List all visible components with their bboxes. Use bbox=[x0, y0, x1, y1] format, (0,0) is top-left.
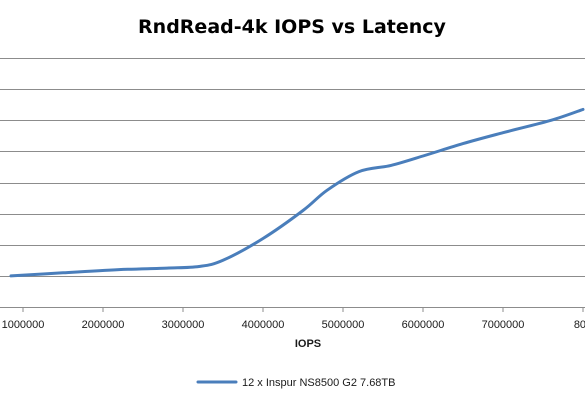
x-tick-label: 5000000 bbox=[322, 319, 365, 331]
legend-entry: 12 x Inspur NS8500 G2 7.68TB bbox=[242, 377, 395, 389]
x-tick-label: 7000000 bbox=[482, 319, 525, 331]
x-tick-label: 1000000 bbox=[2, 319, 45, 331]
x-tick-label: 800 bbox=[574, 319, 585, 331]
x-tick-label: 6000000 bbox=[402, 319, 445, 331]
x-tick-label: 4000000 bbox=[242, 319, 285, 331]
chart-axis bbox=[0, 307, 585, 312]
chart-grid bbox=[0, 58, 585, 277]
chart-series bbox=[9, 107, 585, 278]
legend: 12 x Inspur NS8500 G2 7.68TB bbox=[196, 377, 395, 389]
x-axis-title: IOPS bbox=[295, 338, 321, 350]
x-tick-label: 3000000 bbox=[162, 319, 205, 331]
x-tick-label: 2000000 bbox=[82, 319, 125, 331]
series-line-0 bbox=[9, 107, 585, 278]
x-axis-tick-labels: 1000000 2000000 3000000 4000000 5000000 60000… bbox=[2, 319, 585, 331]
chart-title: RndRead-4k IOPS vs Latency bbox=[138, 16, 446, 38]
